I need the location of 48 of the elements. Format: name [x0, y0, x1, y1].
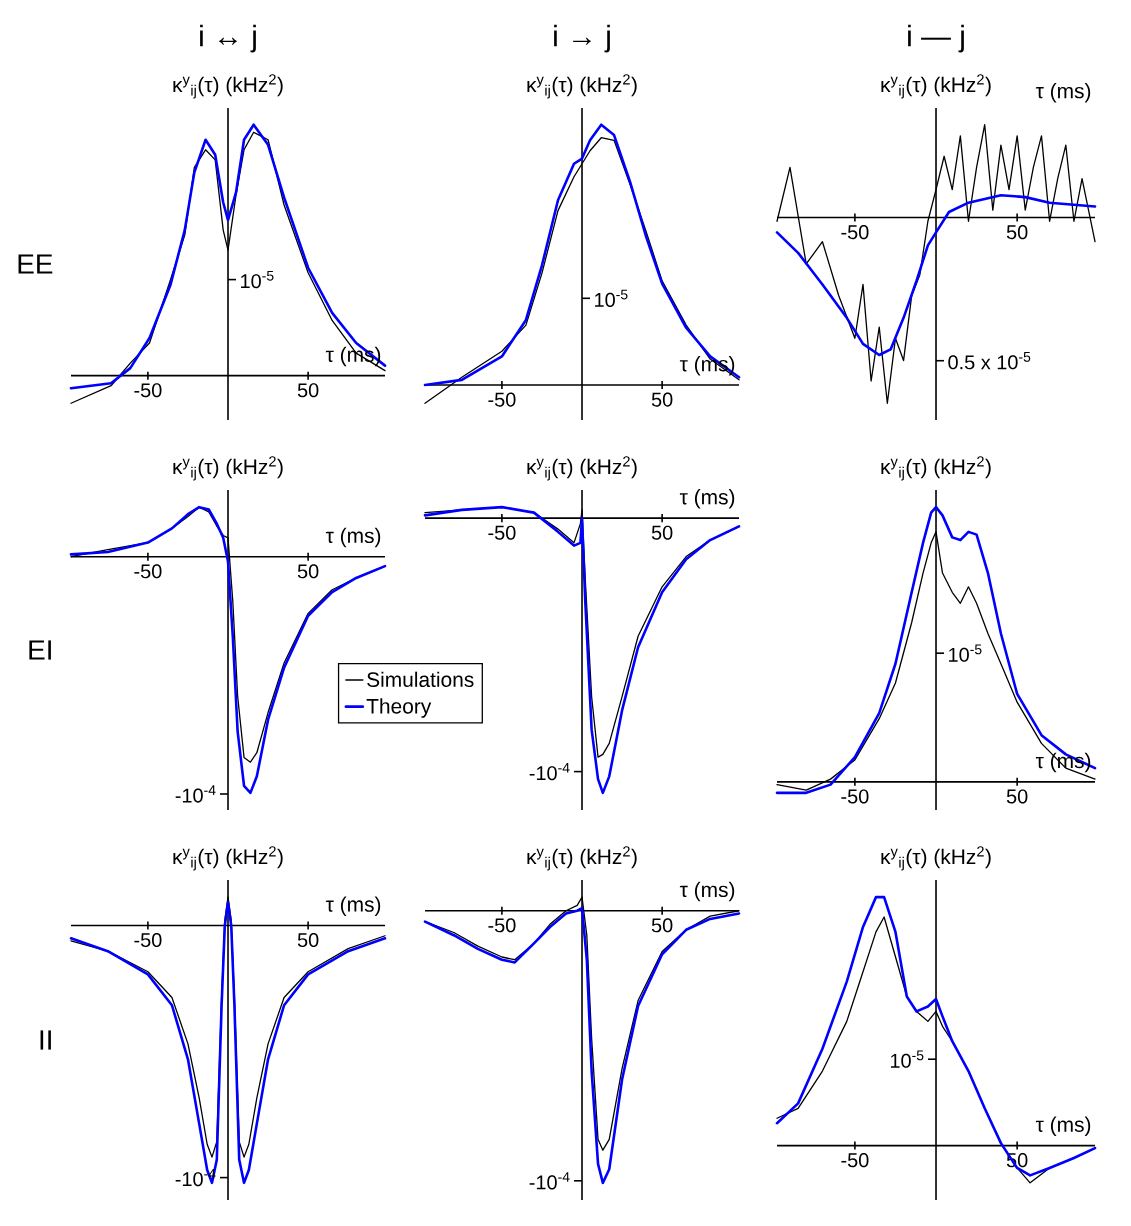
chart-title: i — j: [908, 24, 964, 53]
y-axis-title: κ$^{y}$$_{ij}$(τ) (kHz$^{2}$): [527, 846, 637, 871]
x-tick-label: -50: [488, 918, 516, 933]
text: EI: [29, 640, 51, 660]
x-tick-label: -50: [841, 1153, 869, 1168]
legend-label: Theory: [366, 698, 432, 718]
x-tick-label: 50: [1006, 789, 1028, 804]
y-axis-title: κ$^{y}$$_{ij}$(τ) (kHz$^{2}$): [527, 456, 637, 481]
x-axis-title: τ (ms): [1035, 1116, 1091, 1137]
y-axis-title: κ$^{y}$$_{ij}$(τ) (kHz$^{2}$): [173, 74, 283, 99]
x-tick-label: 50: [1006, 225, 1028, 240]
annotation: -10$^{-4}$: [529, 762, 570, 781]
y-axis-title: κ$^{y}$$_{ij}$(τ) (kHz$^{2}$): [881, 74, 991, 99]
x-tick-label: 50: [651, 918, 673, 933]
x-tick-label: 50: [651, 525, 673, 540]
x-tick-label: -50: [841, 225, 869, 240]
x-axis-title: τ (ms): [325, 527, 381, 548]
chart-title: i ↔ j: [200, 24, 256, 53]
annotation: 10$^{-5}$: [949, 644, 982, 662]
annotation: 10$^{-5}$: [595, 289, 628, 307]
x-tick-label: -50: [134, 383, 162, 398]
annotation: -10$^{-4}$: [529, 1172, 570, 1190]
x-tick-label: -50: [488, 525, 516, 540]
y-axis-title: κ$^{y}$$_{ij}$(τ) (kHz$^{2}$): [881, 456, 991, 481]
legend-label: Simulations: [367, 671, 474, 688]
x-tick-label: -50: [841, 789, 869, 804]
x-tick-label: 50: [297, 383, 319, 398]
text: II: [40, 1030, 51, 1050]
y-axis-title: κ$^{y}$$_{ij}$(τ) (kHz$^{2}$): [527, 74, 637, 99]
y-axis-title: κ$^{y}$$_{ij}$(τ) (kHz$^{2}$): [173, 846, 283, 871]
annotation: 0.5 x 10$^{-5}$: [948, 352, 1031, 370]
x-tick-label: -50: [134, 564, 162, 579]
y-axis-title: κ$^{y}$$_{ij}$(τ) (kHz$^{2}$): [173, 456, 283, 481]
x-tick-label: -50: [134, 932, 162, 948]
x-tick-label: 50: [297, 932, 319, 948]
annotation: 10$^{-5}$: [241, 270, 274, 289]
x-axis-title: τ (ms): [679, 881, 735, 902]
annotation: 10$^{-5}$: [890, 1050, 924, 1068]
text: EE: [18, 254, 53, 274]
chart-title: i → j: [554, 24, 610, 53]
annotation: -10$^{-4}$: [175, 785, 216, 803]
x-tick-label: 50: [651, 392, 673, 407]
x-axis-title: τ (ms): [679, 489, 735, 509]
y-axis-title: κ$^{y}$$_{ij}$(τ) (kHz$^{2}$): [881, 846, 991, 871]
x-axis-title: τ (ms): [1035, 82, 1091, 103]
x-tick-label: 50: [297, 564, 319, 579]
x-tick-label: -50: [488, 392, 516, 407]
x-axis-title: τ (ms): [325, 896, 381, 916]
